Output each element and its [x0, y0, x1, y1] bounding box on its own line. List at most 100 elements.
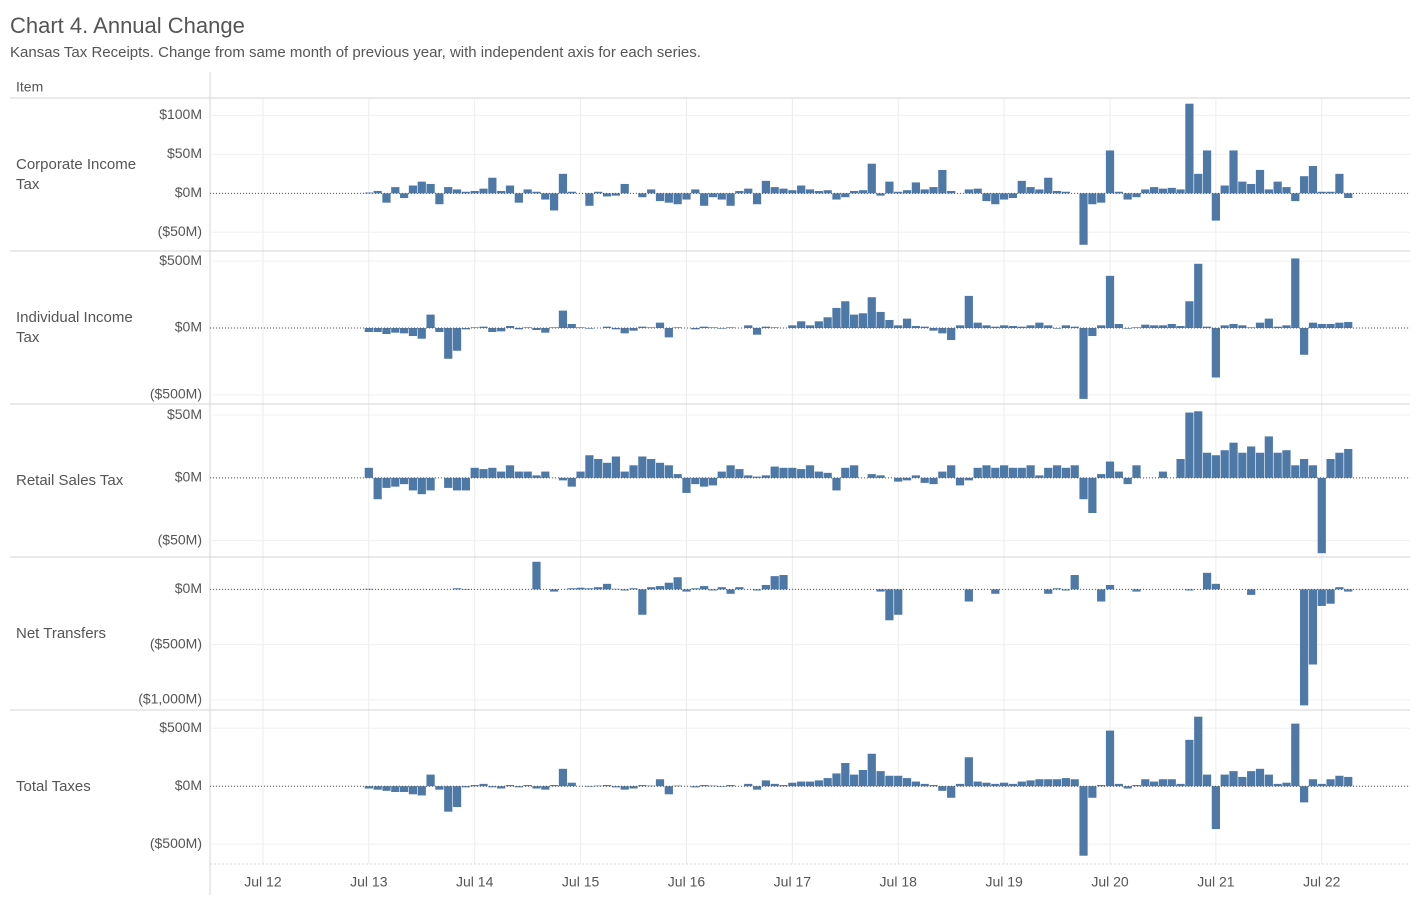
- bar: [761, 780, 770, 787]
- x-tick-label: Jul 17: [774, 874, 812, 890]
- bar: [620, 786, 629, 790]
- bar: [1114, 191, 1123, 194]
- bar: [470, 190, 479, 194]
- bar: [1079, 786, 1088, 856]
- bar: [726, 589, 735, 594]
- bar: [1070, 465, 1079, 478]
- bar: [1238, 325, 1247, 328]
- bar: [585, 588, 594, 590]
- bar: [497, 328, 506, 332]
- bar: [1273, 326, 1282, 328]
- bar: [629, 786, 638, 789]
- bar: [805, 781, 815, 787]
- bar: [761, 584, 770, 590]
- bar: [558, 477, 568, 481]
- bar: [1202, 326, 1212, 328]
- bar: [1044, 779, 1053, 787]
- y-tick-label: ($500M): [150, 386, 202, 402]
- bar: [1114, 783, 1123, 787]
- x-tick-label: Jul 16: [668, 874, 706, 890]
- bar: [1176, 189, 1185, 194]
- bar: [1335, 775, 1344, 787]
- bar: [841, 763, 850, 787]
- bar: [894, 191, 903, 194]
- bar: [797, 321, 806, 328]
- bar: [541, 328, 550, 333]
- bar: [541, 193, 550, 200]
- bar: [973, 467, 982, 478]
- y-tick-label: $500M: [159, 252, 202, 268]
- bar: [541, 786, 550, 790]
- bar: [461, 191, 470, 194]
- bar: [1291, 258, 1300, 328]
- bar: [1008, 783, 1018, 787]
- bar: [497, 471, 506, 478]
- bar: [400, 328, 409, 334]
- bar: [700, 193, 709, 206]
- bar: [1158, 779, 1168, 787]
- bar: [567, 477, 576, 487]
- bar: [1105, 584, 1115, 590]
- bar: [1247, 771, 1256, 787]
- bar: [744, 783, 753, 787]
- bar: [488, 786, 497, 788]
- bar: [761, 326, 770, 328]
- bar: [876, 311, 885, 328]
- bar: [444, 328, 453, 359]
- bar: [1141, 324, 1150, 328]
- bar: [1335, 322, 1344, 328]
- bar: [1185, 739, 1194, 787]
- bar: [947, 786, 956, 798]
- bar: [1220, 774, 1229, 787]
- bar: [744, 325, 753, 328]
- bar: [744, 188, 753, 194]
- bar: [364, 192, 373, 194]
- bar: [1344, 776, 1353, 787]
- bar: [761, 180, 770, 194]
- bar: [514, 193, 523, 203]
- bar: [1008, 325, 1018, 328]
- bar: [1291, 723, 1300, 787]
- bar: [955, 325, 965, 328]
- bar: [823, 778, 832, 787]
- bar: [647, 189, 656, 194]
- bar: [885, 319, 894, 328]
- bar: [567, 191, 576, 194]
- bar: [752, 328, 762, 335]
- bar: [964, 477, 973, 481]
- bar: [602, 462, 612, 478]
- bar: [550, 589, 559, 592]
- bar: [770, 187, 779, 194]
- bar: [964, 757, 973, 787]
- bar: [691, 477, 700, 485]
- bar: [558, 768, 568, 787]
- bar: [691, 328, 700, 330]
- bar: [532, 191, 541, 194]
- bar: [752, 193, 762, 205]
- bar: [1079, 328, 1088, 399]
- bar: [1326, 191, 1335, 194]
- bar: [426, 774, 435, 787]
- bar: [823, 317, 832, 328]
- bar: [638, 326, 647, 328]
- bar: [858, 313, 868, 328]
- bar: [497, 190, 506, 194]
- bar: [1317, 589, 1326, 606]
- bar: [1300, 176, 1309, 194]
- x-tick-label: Jul 19: [985, 874, 1023, 890]
- bar: [444, 786, 453, 812]
- bar: [1344, 589, 1353, 592]
- bar: [1132, 193, 1141, 198]
- bar: [1000, 465, 1009, 478]
- bar: [1132, 589, 1141, 592]
- bar: [867, 474, 876, 478]
- bar: [400, 193, 409, 198]
- bar: [1061, 778, 1070, 787]
- bar: [638, 193, 647, 198]
- bar: [1185, 412, 1194, 478]
- bar: [788, 467, 797, 478]
- bar: [505, 465, 515, 478]
- bar: [823, 472, 832, 478]
- bar: [364, 328, 373, 333]
